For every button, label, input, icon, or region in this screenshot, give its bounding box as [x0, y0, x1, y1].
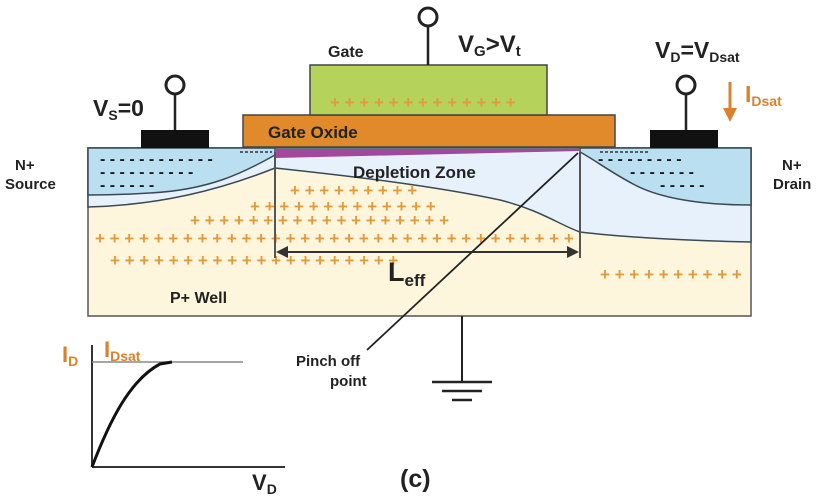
drain-label-line1: N+ — [782, 157, 802, 174]
n-plus-source-region — [87, 147, 276, 196]
svg-text:- - - - -: - - - - - — [660, 177, 704, 194]
pinch-off-pointer — [366, 152, 579, 351]
source-terminal-icon — [164, 74, 186, 96]
inset-y-label: ID — [62, 342, 78, 369]
source-label-line1: N+ — [15, 157, 35, 174]
depletion-region — [87, 147, 752, 243]
source-electrons: - - - - - - - - - - - - - - - - - - - - … — [100, 151, 213, 194]
vg-label: VG>Vt — [458, 31, 521, 60]
figure-caption: (c) — [400, 465, 431, 493]
drain-current-arrowhead — [723, 108, 737, 122]
p-well-label: P+ Well — [170, 290, 227, 307]
n-plus-drain-region — [579, 147, 752, 206]
drain-label-line2: Drain — [773, 176, 811, 193]
gate-label: Gate — [328, 44, 364, 61]
id-label: IDsat — [745, 81, 782, 109]
inset-id-curve — [90, 360, 173, 468]
pinch-off-label-line2: point — [330, 373, 367, 390]
svg-text:- - - - - - - - - - - -: - - - - - - - - - - - - — [100, 151, 213, 168]
drain-electrons: - - - - - - - - - - - - - - - - - - - - … — [598, 151, 704, 194]
svg-text:- - - - - -: - - - - - - — [100, 177, 154, 194]
gate-oxide-label: Gate Oxide — [268, 123, 358, 142]
source-label-line2: Source — [5, 176, 56, 193]
leff-arrow-right — [567, 246, 579, 258]
leff-label: Leff — [388, 257, 426, 290]
ground-icon — [432, 316, 492, 402]
svg-text:+ + + + + + + + + + + + + + +: + + + + + + + + + + + + + + + + + + + + … — [95, 229, 574, 248]
inset-x-label: VD — [252, 470, 277, 497]
id-vd-inset-graph: ID IDsat VD — [62, 337, 285, 497]
leff-arrow-left — [276, 246, 288, 258]
svg-text:- - - - - - - - - -: - - - - - - - - - - — [100, 164, 193, 181]
depletion-zone-label: Depletion Zone — [353, 163, 476, 182]
svg-text:- - - - - - -: - - - - - - - — [630, 164, 694, 181]
gate-terminal-icon — [417, 6, 439, 28]
vs-label: VS=0 — [93, 95, 144, 123]
pinch-off-label-line1: Pinch off — [296, 353, 361, 370]
vd-label: VD=VDsat — [655, 37, 740, 65]
gate-electrode — [309, 64, 548, 116]
svg-text:+ + + + + + + + + + + + +: + + + + + + + + + + + + + — [250, 197, 436, 216]
drain-terminal-icon — [675, 74, 697, 96]
svg-text:- - - - - - - - -: - - - - - - - - - — [598, 151, 682, 168]
inversion-channel — [275, 149, 580, 158]
drain-contact — [650, 130, 718, 148]
inset-sat-label: IDsat — [104, 337, 141, 364]
svg-text:+ + + + + + + + + + + + + + +: + + + + + + + + + + + + + + + + + + — [190, 211, 449, 230]
svg-text:+ + + + +: + + + + + + + + + + + + + + + + + + + + — [110, 251, 398, 270]
gate-charges: + + + + + + + + + + + + + — [330, 93, 516, 112]
p-well-holes: + + + + + + + + + + + + + + + + + + + + … — [95, 181, 742, 284]
source-contact — [141, 130, 209, 148]
svg-text:+ + + + + + + + + +: + + + + + + + + + + — [600, 265, 742, 284]
svg-text:+ + + + + + + + +: + + + + + + + + + — [290, 181, 417, 200]
